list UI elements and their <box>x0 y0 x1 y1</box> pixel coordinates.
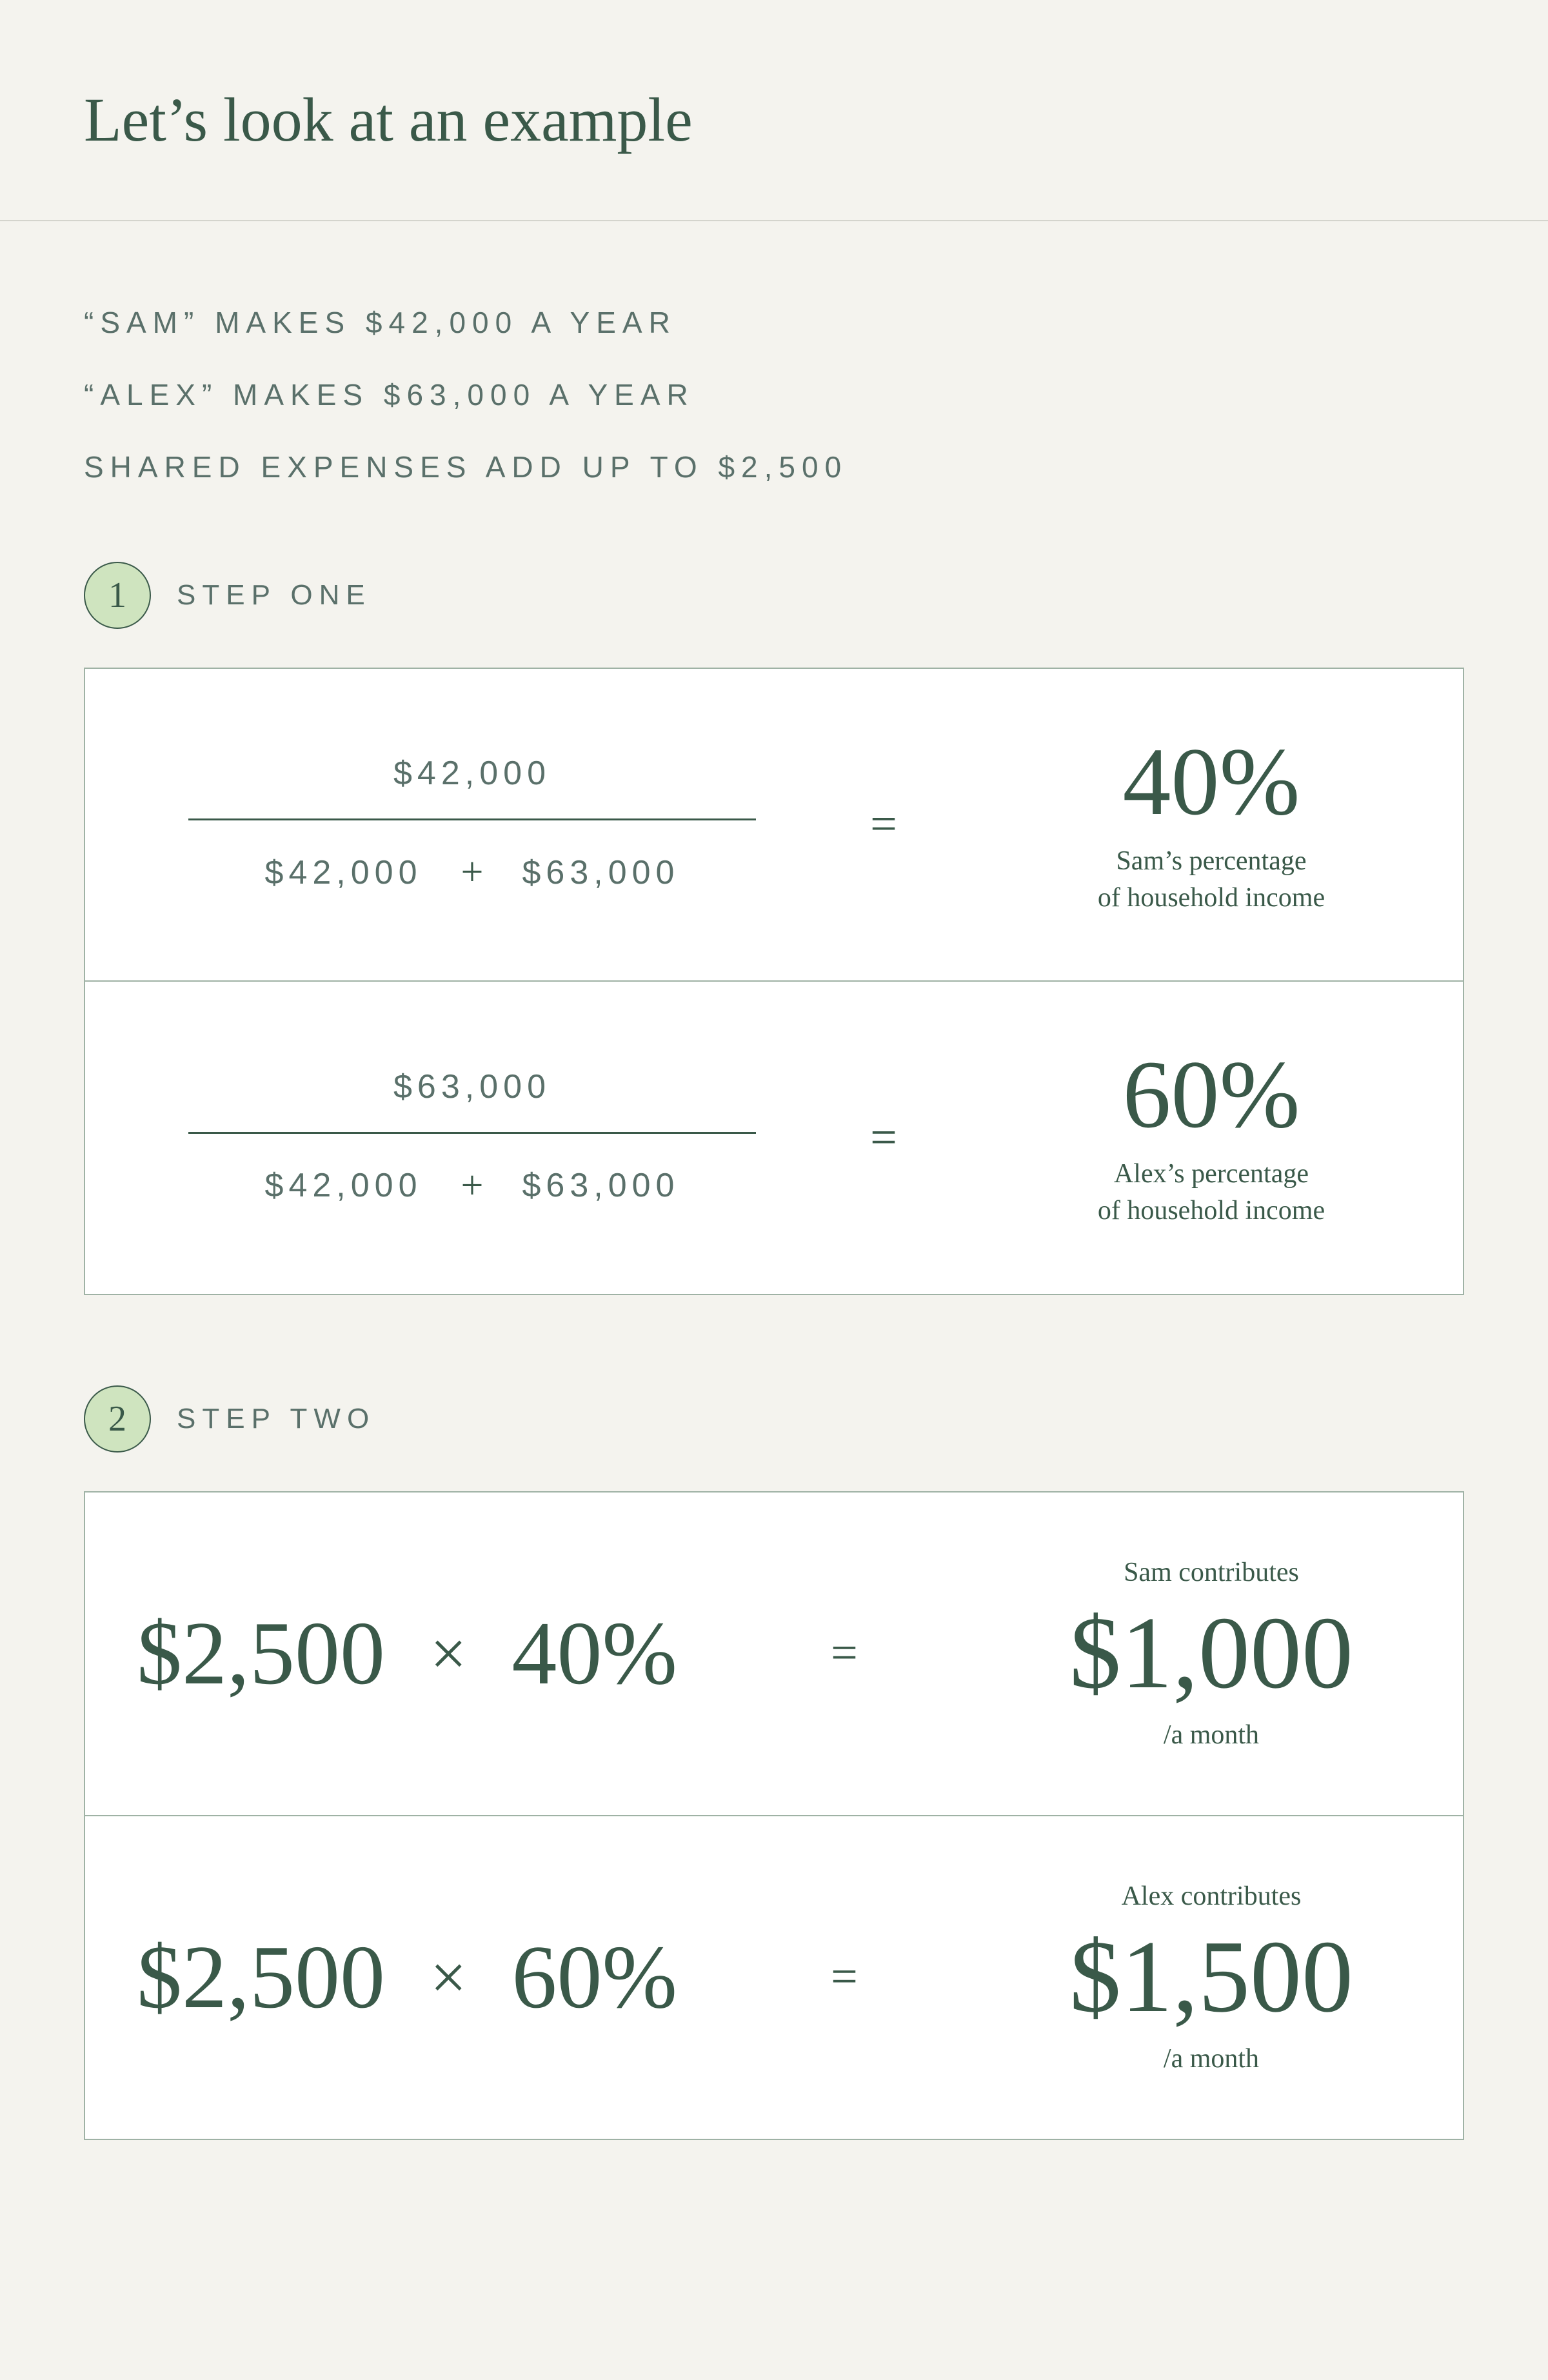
premise-line-1: “SAM” MAKES $42,000 A YEAR <box>84 305 1464 340</box>
step-two-row-2: $2,500 × 60% = Alex contributes $1,500 /… <box>84 1815 1464 2140</box>
denom-b: $63,000 <box>522 853 679 892</box>
caption-line-1: Alex’s percentage <box>1114 1159 1309 1189</box>
step-one-badge: 1 <box>84 562 151 629</box>
denominator: $42,000 + $63,000 <box>188 820 756 895</box>
percentage-caption: Alex’s percentage of household income <box>1098 1156 1325 1229</box>
plus-icon: + <box>461 1163 484 1209</box>
result: 40% Sam’s percentage of household income <box>1011 733 1411 916</box>
pct: 40% <box>511 1602 677 1705</box>
calc-row: $42,000 $42,000 + $63,000 = 40% Sam’s pe… <box>137 733 1411 916</box>
step-two-group: 2 STEP TWO $2,500 × 40% = Sam contribute… <box>84 1385 1464 2140</box>
calc-left: $2,500 × 60% <box>137 1925 677 2029</box>
contributor-label: Sam contributes <box>1124 1557 1299 1588</box>
denom-b: $63,000 <box>522 1166 679 1205</box>
calc-row: $2,500 × 40% = Sam contributes $1,000 /a… <box>137 1557 1411 1750</box>
step-two-row-1: $2,500 × 40% = Sam contributes $1,000 /a… <box>84 1491 1464 1816</box>
equals-icon: = <box>831 1950 858 2005</box>
step-one-header: 1 STEP ONE <box>84 562 1464 629</box>
step-two-label: STEP TWO <box>177 1403 375 1435</box>
contribution-amount: $1,000 <box>1069 1601 1353 1704</box>
denom-a: $42,000 <box>265 853 422 892</box>
result: Sam contributes $1,000 /a month <box>1011 1557 1411 1750</box>
caption-line-2: of household income <box>1098 1196 1325 1225</box>
infographic-container: Let’s look at an example “SAM” MAKES $42… <box>0 0 1548 2314</box>
calc-left: $2,500 × 40% <box>137 1602 677 1705</box>
expense-amount: $2,500 <box>137 1925 385 2029</box>
step-one-row-2: $63,000 $42,000 + $63,000 = 60% Alex’s p… <box>84 980 1464 1294</box>
caption-line-1: Sam’s percentage <box>1116 846 1306 876</box>
result: Alex contributes $1,500 /a month <box>1011 1881 1411 2074</box>
times-icon: × <box>430 1616 466 1691</box>
pct: 60% <box>511 1925 677 2029</box>
fraction: $42,000 $42,000 + $63,000 <box>188 754 756 895</box>
contribution-amount: $1,500 <box>1069 1925 1353 2028</box>
equals-icon: = <box>870 1111 897 1165</box>
per-period: /a month <box>1164 2043 1259 2074</box>
percentage: 60% <box>1123 1046 1300 1143</box>
calc-row: $63,000 $42,000 + $63,000 = 60% Alex’s p… <box>137 1046 1411 1229</box>
equals-icon: = <box>831 1626 858 1681</box>
step-one-label: STEP ONE <box>177 579 372 611</box>
denominator: $42,000 + $63,000 <box>188 1134 756 1209</box>
plus-icon: + <box>461 849 484 895</box>
fraction: $63,000 $42,000 + $63,000 <box>188 1067 756 1209</box>
times-icon: × <box>430 1940 466 2014</box>
numerator: $42,000 <box>188 754 756 818</box>
percentage: 40% <box>1123 733 1300 830</box>
premise-line-3: SHARED EXPENSES ADD UP TO $2,500 <box>84 450 1464 484</box>
step-one-group: 1 STEP ONE $42,000 $42,000 + $63,000 = <box>84 562 1464 1295</box>
calc-row: $2,500 × 60% = Alex contributes $1,500 /… <box>137 1881 1411 2074</box>
percentage-caption: Sam’s percentage of household income <box>1098 843 1325 916</box>
premise-line-2: “ALEX” MAKES $63,000 A YEAR <box>84 377 1464 412</box>
numerator: $63,000 <box>188 1067 756 1132</box>
contributor-label: Alex contributes <box>1122 1881 1302 1912</box>
steps: 1 STEP ONE $42,000 $42,000 + $63,000 = <box>84 562 1464 2140</box>
equals-icon: = <box>870 797 897 852</box>
expense-amount: $2,500 <box>137 1602 385 1705</box>
page-title: Let’s look at an example <box>84 84 1464 155</box>
divider <box>0 220 1548 221</box>
premise-block: “SAM” MAKES $42,000 A YEAR “ALEX” MAKES … <box>84 305 1464 484</box>
step-one-row-1: $42,000 $42,000 + $63,000 = 40% Sam’s pe… <box>84 668 1464 982</box>
step-two-badge: 2 <box>84 1385 151 1453</box>
step-two-header: 2 STEP TWO <box>84 1385 1464 1453</box>
result: 60% Alex’s percentage of household incom… <box>1011 1046 1411 1229</box>
denom-a: $42,000 <box>265 1166 422 1205</box>
caption-line-2: of household income <box>1098 883 1325 913</box>
per-period: /a month <box>1164 1720 1259 1750</box>
